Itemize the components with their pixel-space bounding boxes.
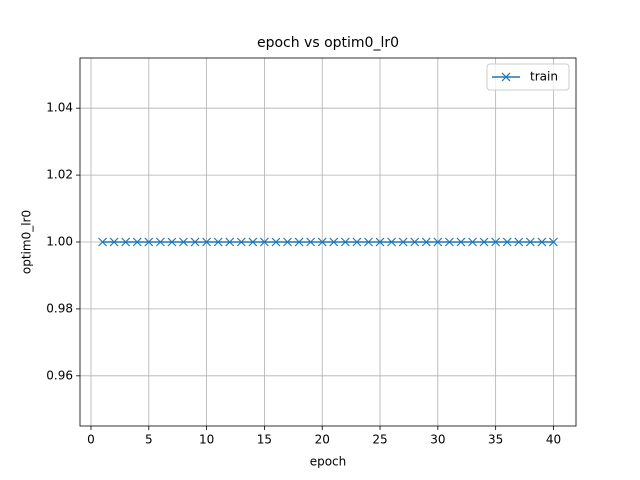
marker [190, 237, 200, 247]
marker [525, 237, 535, 247]
marker [225, 237, 235, 247]
marker [340, 237, 350, 247]
marker [167, 237, 177, 247]
x-tick-label: 5 [145, 433, 153, 447]
marker [364, 237, 373, 247]
marker [501, 72, 511, 82]
marker [387, 237, 397, 247]
y-axis-label: optim0_lr0 [20, 210, 34, 274]
marker [121, 237, 131, 247]
x-tick-label: 0 [87, 433, 95, 447]
marker [375, 237, 385, 247]
marker [514, 237, 524, 247]
marker [98, 237, 107, 247]
marker [398, 237, 408, 247]
marker [144, 237, 154, 247]
marker [132, 237, 142, 247]
marker [283, 237, 292, 247]
y-tick-label: 0.98 [46, 301, 73, 315]
x-tick-label: 40 [546, 433, 561, 447]
marker [213, 237, 223, 247]
marker [456, 237, 466, 247]
marker [433, 237, 443, 247]
marker [248, 237, 258, 247]
y-tick-label: 0.96 [46, 368, 73, 382]
y-tick-label: 1.00 [46, 235, 73, 249]
marker [179, 237, 188, 247]
marker [352, 237, 362, 247]
x-tick-label: 25 [372, 433, 387, 447]
marker [491, 237, 501, 247]
marker [479, 237, 489, 247]
marker [329, 237, 339, 247]
chart-title: epoch vs optim0_lr0 [257, 35, 399, 51]
marker [271, 237, 281, 247]
marker [317, 237, 327, 247]
y-tick-label: 1.04 [46, 101, 73, 115]
marker [259, 237, 269, 247]
x-tick-label: 30 [430, 433, 445, 447]
marker [444, 237, 454, 247]
x-axis-label: epoch [310, 455, 347, 469]
x-tick-label: 35 [488, 433, 503, 447]
marker [155, 237, 165, 247]
marker [421, 237, 431, 247]
marker [549, 237, 558, 247]
y-tick-label: 1.02 [46, 168, 73, 182]
x-tick-label: 20 [315, 433, 330, 447]
legend-label: train [530, 70, 558, 84]
x-tick-label: 15 [257, 433, 272, 447]
marker [294, 237, 304, 247]
marker [468, 237, 477, 247]
plot-frame [79, 57, 577, 427]
marker [306, 237, 316, 247]
x-tick-label: 10 [199, 433, 214, 447]
marker [410, 237, 420, 247]
marker [236, 237, 246, 247]
marker [537, 237, 547, 247]
marker [202, 237, 212, 247]
marker [109, 237, 119, 247]
legend-box [486, 63, 570, 91]
marker [502, 237, 512, 247]
